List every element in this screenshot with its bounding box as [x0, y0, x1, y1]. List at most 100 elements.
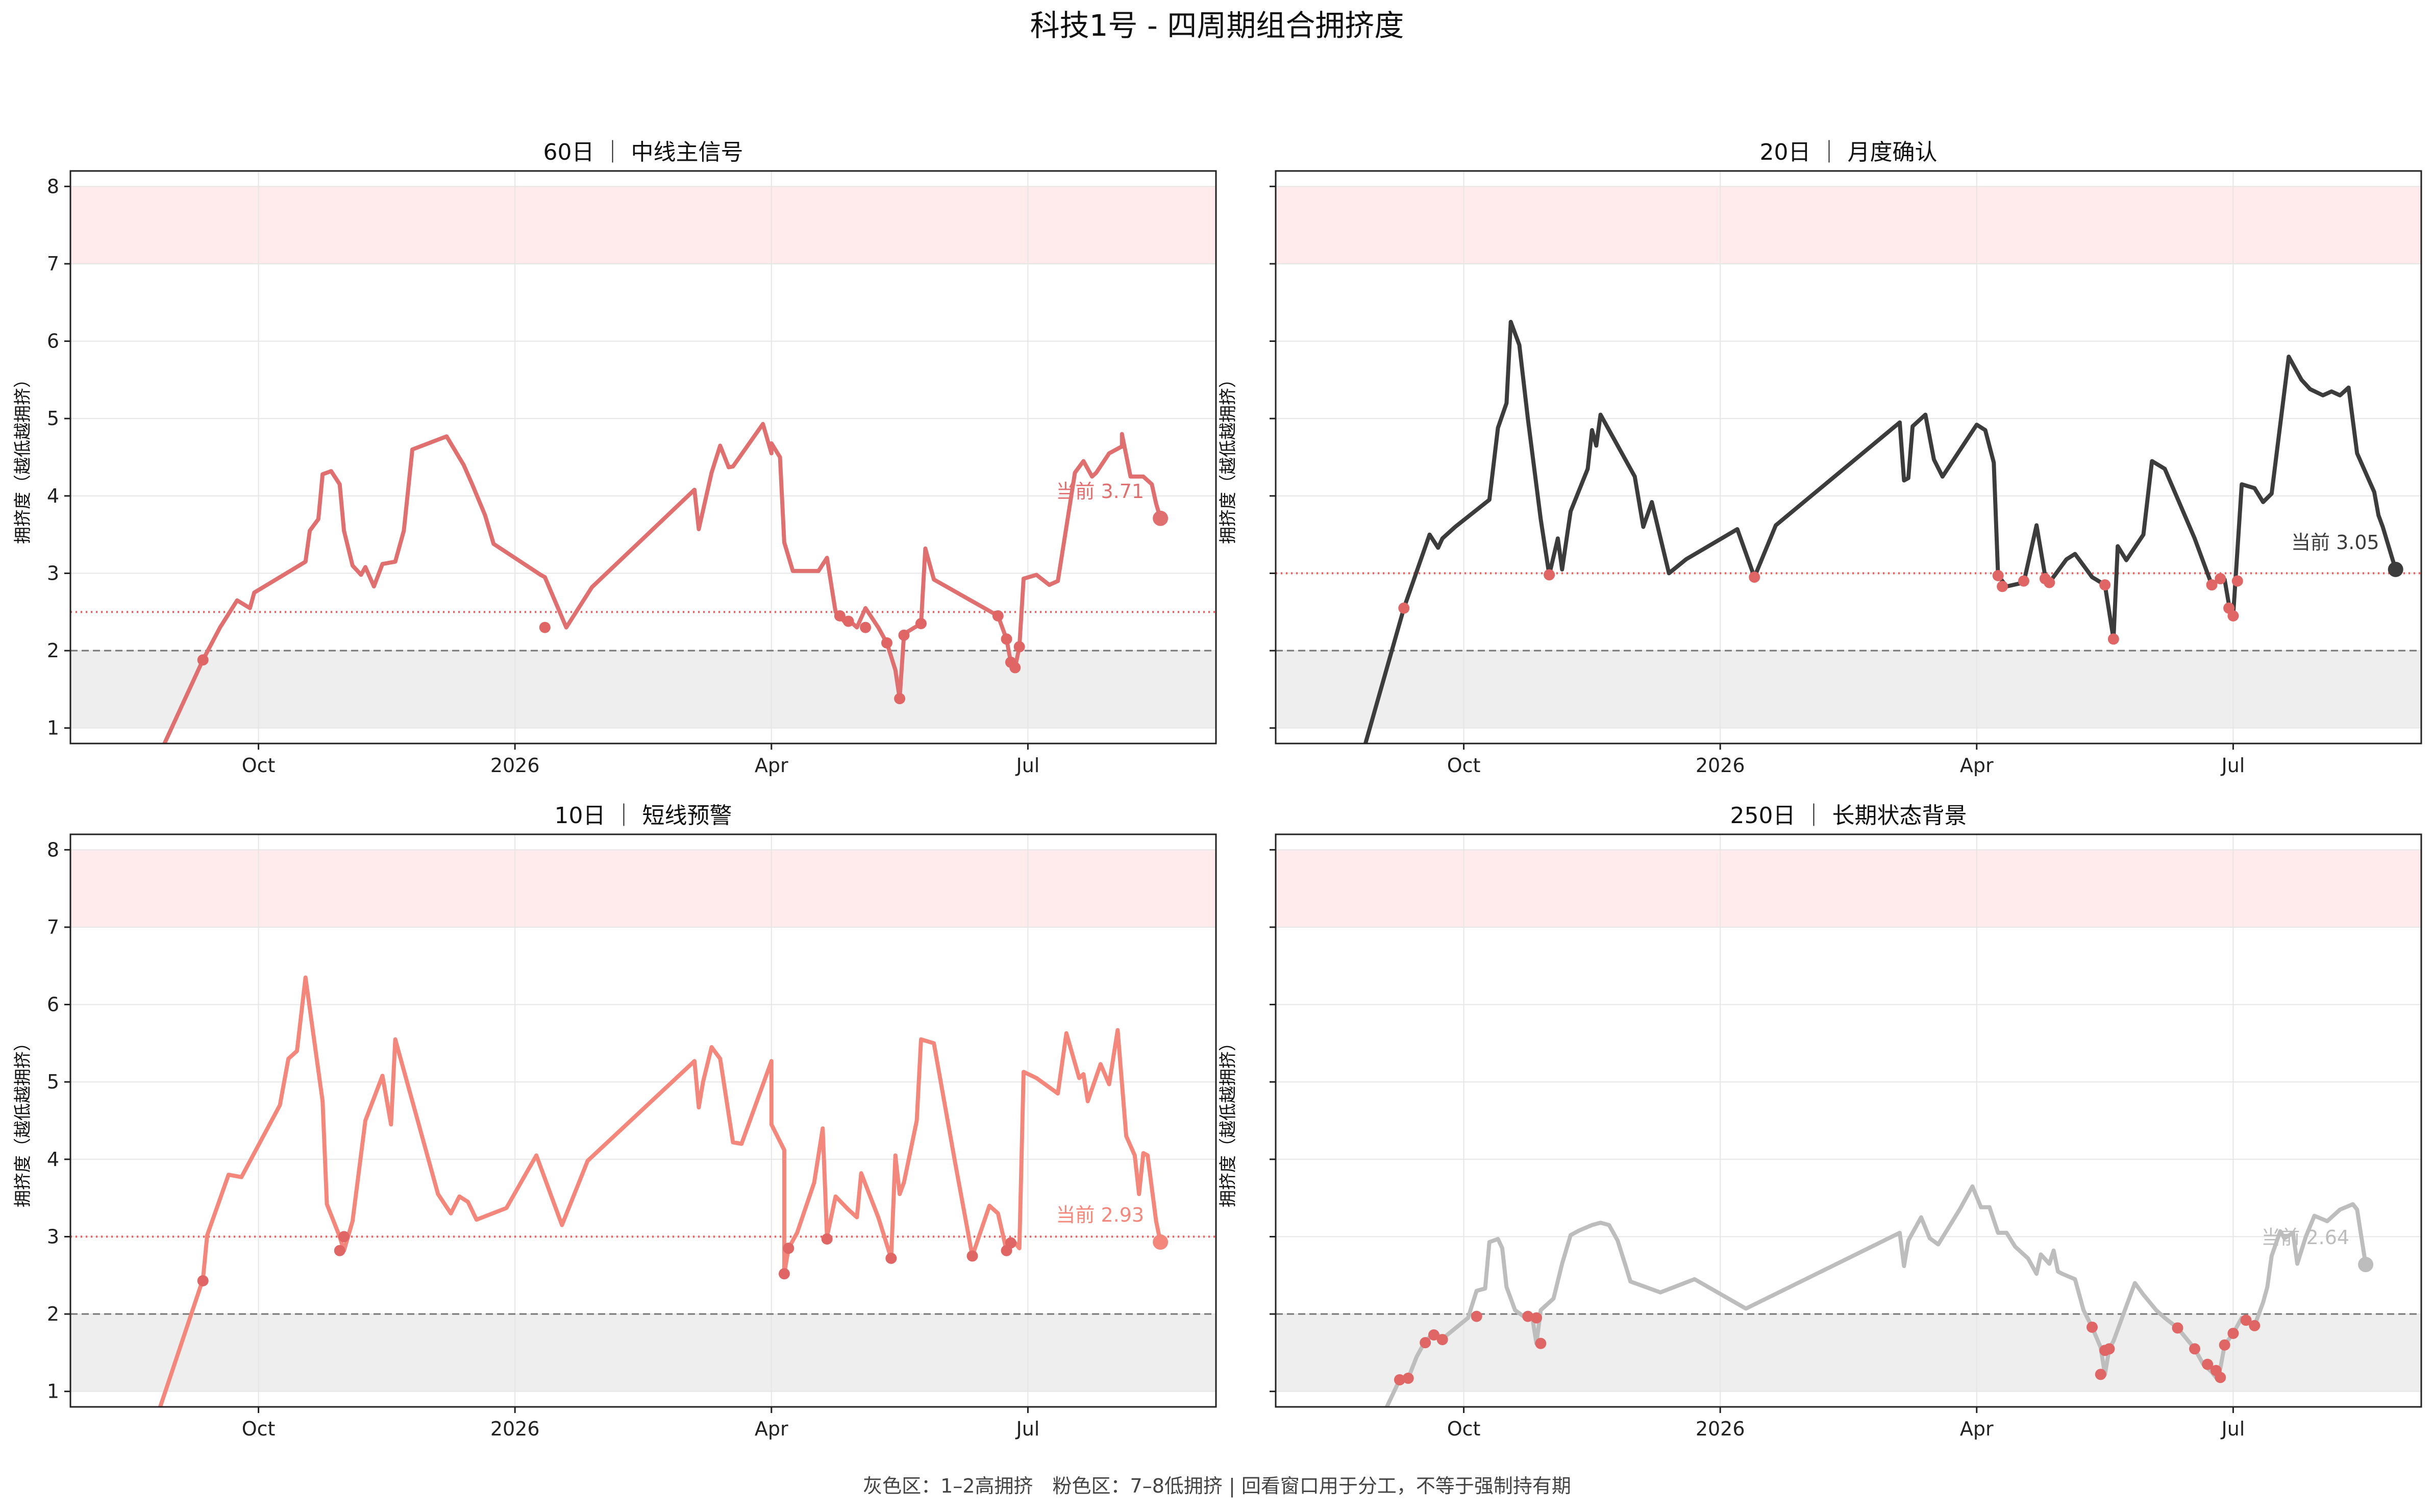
high-crowding-zone — [1276, 1314, 2421, 1392]
crowding-marker — [1749, 572, 1760, 583]
panel-title: 20日 ｜ 月度确认 — [1760, 139, 1938, 165]
panel-title: 60日 ｜ 中线主信号 — [543, 139, 743, 165]
crowding-marker — [334, 1245, 345, 1256]
current-point — [1153, 510, 1169, 526]
y-tick-label: 1 — [47, 717, 59, 739]
y-tick-label: 6 — [47, 330, 59, 353]
crowding-marker — [821, 1233, 833, 1245]
crowding-marker — [2227, 610, 2239, 622]
crowding-marker — [1530, 1312, 1542, 1324]
x-tick-label: Oct — [1447, 754, 1481, 777]
y-axis-label: 拥挤度（越低越拥挤） — [1218, 1034, 1238, 1207]
current-value-label: 当前 3.05 — [2291, 531, 2379, 554]
current-value-label: 当前 3.71 — [1056, 480, 1144, 503]
crowding-marker — [197, 1275, 209, 1286]
y-tick-label: 4 — [47, 485, 59, 507]
crowding-marker — [2215, 1372, 2226, 1383]
crowding-marker — [2099, 579, 2111, 591]
y-axis-label: 拥挤度（越低越拥挤） — [13, 1034, 33, 1207]
panel-3: 当前 2.93 1 2 3 4 5 6 7 8 Oct 2026 Apr Jul 10日 ｜ 短线预警拥挤… — [13, 803, 1217, 1440]
y-tick-label: 6 — [47, 994, 59, 1016]
x-tick-label: Jul — [1015, 754, 1039, 777]
crowding-marker — [2086, 1321, 2098, 1333]
crowding-marker — [2172, 1322, 2183, 1334]
y-tick-label: 4 — [47, 1148, 59, 1171]
crowding-marker — [2202, 1358, 2214, 1370]
crowding-marker — [894, 693, 906, 705]
crowding-marker — [2103, 1343, 2115, 1355]
panel-4: 当前 2.64 Oct 2026 Apr Jul 250日 ｜ 长期状态背景拥挤度（越低越… — [1218, 803, 2422, 1440]
x-tick-label: 2026 — [490, 754, 540, 777]
crowding-marker — [1001, 633, 1012, 645]
crowding-marker — [1394, 1374, 1405, 1385]
crowding-marker — [2189, 1343, 2201, 1355]
current-value-label: 当前 2.64 — [2261, 1226, 2349, 1249]
x-tick-label: 2026 — [490, 1418, 540, 1440]
low-crowding-zone — [1276, 850, 2421, 927]
crowding-marker — [2206, 579, 2218, 591]
crowding-marker — [2107, 633, 2119, 645]
panel-title: 250日 ｜ 长期状态背景 — [1730, 803, 1967, 829]
series-line — [1363, 319, 2398, 743]
y-tick-label: 3 — [47, 562, 59, 584]
x-tick-label: Apr — [1960, 1418, 1994, 1440]
high-crowding-zone — [70, 1314, 1216, 1392]
crowding-marker — [885, 1252, 897, 1264]
plot-frame — [69, 170, 1217, 745]
crowding-marker — [1471, 1310, 1482, 1322]
crowding-marker — [2249, 1320, 2261, 1331]
crowding-marker — [1009, 662, 1021, 674]
crowding-marker — [2044, 577, 2055, 588]
crowding-marker — [992, 610, 1004, 622]
low-crowding-zone — [70, 186, 1216, 264]
crowding-marker — [2227, 1327, 2239, 1339]
current-point — [2358, 1257, 2374, 1273]
crowding-marker — [1402, 1372, 1414, 1384]
x-tick-label: 2026 — [1696, 1418, 1745, 1440]
x-tick-label: Apr — [755, 1418, 788, 1440]
crowding-marker — [915, 617, 927, 629]
crowding-marker — [2231, 575, 2243, 587]
x-tick-label: Apr — [1960, 754, 1994, 777]
crowding-marker — [966, 1250, 978, 1262]
y-tick-label: 5 — [47, 407, 59, 430]
crowding-marker — [1535, 1337, 1547, 1349]
crowding-marker — [1013, 641, 1025, 653]
crowding-marker — [842, 615, 854, 627]
crowding-marker — [834, 610, 846, 622]
crowding-marker — [2215, 573, 2226, 585]
panel-1: 当前 3.71 1 2 3 4 5 6 7 8 Oct 2026 Apr Jul 60日 ｜ 中线主信号拥… — [13, 139, 1217, 777]
x-tick-label: Jul — [2220, 1418, 2245, 1440]
series-line — [162, 422, 1162, 743]
x-tick-label: 2026 — [1696, 754, 1745, 777]
x-tick-label: Oct — [242, 1418, 276, 1440]
x-tick-label: Apr — [755, 754, 788, 777]
current-point — [1153, 1234, 1169, 1250]
y-tick-label: 8 — [47, 838, 59, 861]
y-tick-label: 2 — [47, 1303, 59, 1325]
crowding-marker — [778, 1268, 790, 1280]
series-line — [158, 975, 1163, 1407]
x-tick-label: Oct — [1447, 1418, 1481, 1440]
crowding-marker — [1005, 1237, 1016, 1249]
crowding-marker — [1428, 1329, 1439, 1341]
crowding-marker — [1997, 581, 2008, 592]
x-tick-label: Jul — [1015, 1418, 1039, 1440]
crowding-marker — [1522, 1310, 1534, 1322]
plot-frame — [1275, 833, 2422, 1408]
y-tick-label: 7 — [47, 253, 59, 275]
crowding-marker — [2018, 575, 2029, 587]
crowding-marker — [783, 1243, 794, 1254]
crowding-marker — [1420, 1337, 1431, 1349]
plot-frame — [69, 833, 1217, 1408]
crowding-marker — [2219, 1339, 2230, 1351]
y-tick-label: 3 — [47, 1225, 59, 1248]
crowding-marker — [197, 654, 209, 666]
y-tick-label: 2 — [47, 639, 59, 662]
current-point — [2388, 561, 2403, 577]
x-tick-label: Jul — [2220, 754, 2245, 777]
plot-frame — [1275, 170, 2422, 745]
crowding-marker — [1992, 569, 2004, 581]
